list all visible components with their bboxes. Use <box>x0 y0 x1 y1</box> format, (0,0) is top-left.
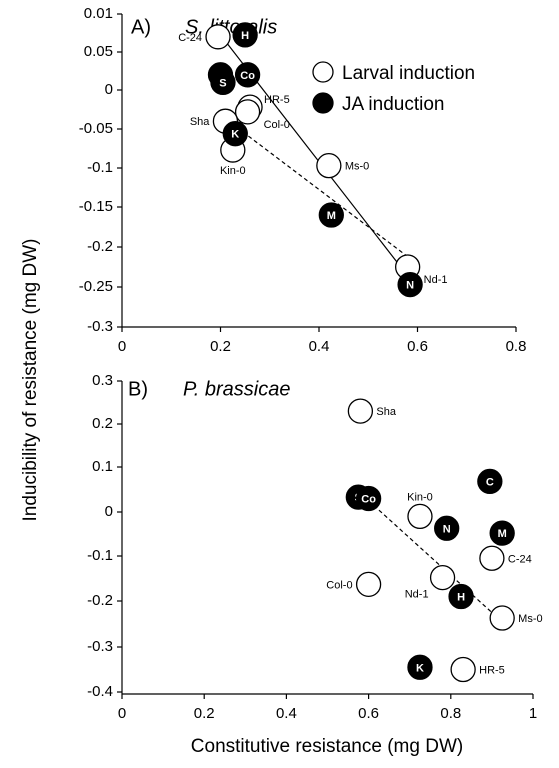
ja-point <box>232 22 258 48</box>
ja-point <box>318 202 344 228</box>
y-tick-label: 0.01 <box>84 5 113 22</box>
larval-point-label: Ms-0 <box>345 161 369 173</box>
ja-point-label: C <box>486 476 494 488</box>
larval-point <box>205 24 231 50</box>
larval-point <box>347 398 374 424</box>
legend: Larval induction JA induction <box>312 61 475 115</box>
larval-point <box>316 153 342 179</box>
x-tick-label: 0.4 <box>309 338 330 355</box>
x-tick-label: 0.4 <box>276 705 297 722</box>
y-tick-label: -0.3 <box>87 318 113 335</box>
y-tick-label: -0.2 <box>87 238 113 255</box>
larval-point <box>234 99 261 125</box>
panel-a: A) S. littoralis0.010.050-0.05-0.1-0.15-0… <box>79 5 527 355</box>
larval-point-label: Ms-0 <box>518 613 542 625</box>
larval-point-label: Nd-1 <box>424 274 448 286</box>
ja-point <box>434 515 460 541</box>
y-tick-label: 0 <box>105 81 113 98</box>
larval-point-label: C-24 <box>508 553 532 565</box>
ja-point <box>489 520 515 546</box>
ja-point <box>477 468 503 495</box>
ja-point-label: H <box>457 592 465 604</box>
larval-point-label: Col-0 <box>326 579 352 591</box>
larval-point <box>407 503 433 530</box>
x-tick-label: 1 <box>529 705 537 722</box>
y-tick-label: -0.3 <box>87 638 113 655</box>
y-tick-label: -0.05 <box>79 120 113 137</box>
ja-point <box>355 485 382 512</box>
ja-point-label: N <box>443 523 451 535</box>
x-tick-label: 0.8 <box>506 338 527 355</box>
ja-point <box>407 654 433 680</box>
y-axis-label: Inducibility of resistance (mg DW) <box>20 239 41 522</box>
ja-point-label: K <box>416 662 424 674</box>
ja-point <box>210 69 236 96</box>
x-axis-label: Constitutive resistance (mg DW) <box>191 736 463 757</box>
larval-point <box>355 571 382 597</box>
larval-point-label: HR-5 <box>264 94 290 106</box>
larval-point <box>479 545 505 571</box>
larval-point <box>489 605 515 631</box>
ja-point <box>448 583 474 610</box>
ja-point-label: M <box>498 528 507 540</box>
y-tick-label: -0.2 <box>87 592 113 609</box>
x-tick-label: 0.6 <box>407 338 428 355</box>
ja-point <box>222 121 248 147</box>
x-tick-label: 0.8 <box>440 705 461 722</box>
larval-point-label: Sha <box>190 116 210 128</box>
panel-b: B) P. brassicae 0.3 0.2 0.1 0 -0.1 -0.2 -0.3 -0.4… <box>87 372 542 722</box>
y-tick-label: -0.1 <box>87 547 113 564</box>
ja-point-label: Co <box>361 494 376 506</box>
larval-point-label: C-24 <box>178 32 202 44</box>
larval-point <box>429 564 456 591</box>
fit-line-larval <box>220 114 409 258</box>
y-tick-label: 0 <box>105 503 113 520</box>
larval-point-label: Kin-0 <box>407 491 433 503</box>
larval-point-label: Nd-1 <box>405 589 429 601</box>
x-tick-label: 0.6 <box>358 705 379 722</box>
larval-point <box>450 656 476 683</box>
x-tick-label: 0.2 <box>194 705 215 722</box>
larval-point-label: Kin-0 <box>220 165 246 177</box>
y-tick-label: 0.05 <box>84 43 113 60</box>
x-tick-label: 0 <box>118 338 126 355</box>
x-tick-label: 0.2 <box>210 338 231 355</box>
panel-label: B) <box>128 378 148 400</box>
legend-ja-label: JA induction <box>342 94 444 115</box>
panel-label: A) <box>131 16 151 38</box>
ja-point-label: K <box>231 129 239 141</box>
legend-ja-marker <box>312 92 334 114</box>
legend-larval-marker <box>312 61 334 83</box>
legend-larval-label: Larval induction <box>342 63 475 84</box>
y-tick-label: -0.15 <box>79 198 113 215</box>
y-tick-label: 0.2 <box>92 415 113 432</box>
ja-point-label: H <box>241 30 249 42</box>
y-tick-label: -0.4 <box>87 683 113 700</box>
ja-point-label: M <box>327 210 336 222</box>
x-tick-label: 0 <box>118 705 126 722</box>
y-tick-label: 0.1 <box>92 458 113 475</box>
ja-point <box>234 62 261 88</box>
ja-point-label: N <box>406 280 414 292</box>
larval-point-label: HR-5 <box>479 665 505 677</box>
panel-title: P. brassicae <box>183 378 290 400</box>
y-tick-label: -0.25 <box>79 278 113 295</box>
ja-point <box>397 271 423 298</box>
ja-point-label: Co <box>240 70 255 82</box>
y-tick-label: 0.3 <box>92 372 113 389</box>
larval-point-label: Col-0 <box>264 119 290 131</box>
ja-point-label: S <box>219 77 226 89</box>
y-tick-label: -0.1 <box>87 159 113 176</box>
larval-point-label: Sha <box>376 406 396 418</box>
